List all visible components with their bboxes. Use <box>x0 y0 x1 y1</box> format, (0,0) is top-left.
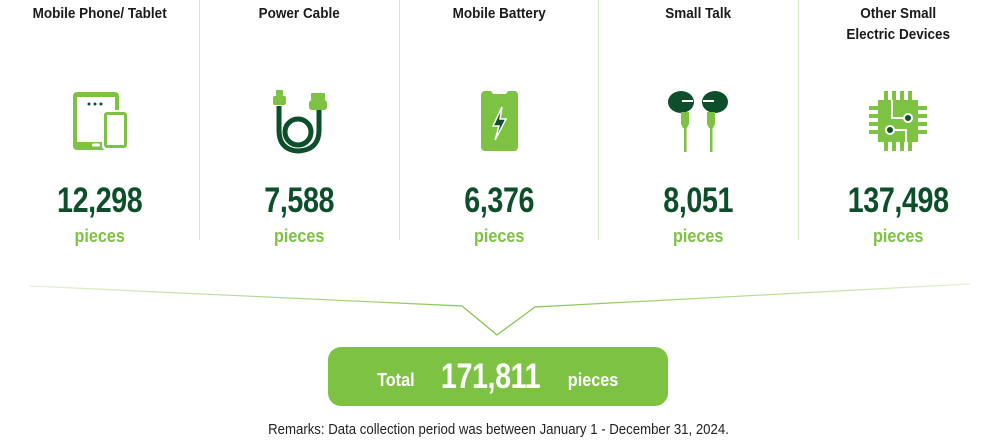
category-unit: pieces <box>872 226 923 246</box>
category-unit: pieces <box>673 226 724 246</box>
chip-icon <box>868 91 927 151</box>
category-unit: pieces <box>473 226 525 246</box>
category-unit: pieces <box>74 226 125 246</box>
category-power-cable: Power Cable 7,588 pieces <box>199 0 398 246</box>
mobile-battery-icon <box>480 91 518 151</box>
category-title: Power Cable <box>259 5 341 22</box>
category-value: 12,298 <box>57 181 143 220</box>
category-mobile-phone-tablet: Mobile Phone/ Tablet 12,298 pieces <box>0 0 199 246</box>
total-unit: pieces <box>568 370 619 390</box>
category-other-small-electric: Other Small Electric Devices 137,498 pie… <box>797 0 997 246</box>
category-title: Mobile Battery <box>452 5 546 22</box>
power-cable-icon <box>272 90 327 154</box>
category-columns: Mobile Phone/ Tablet 12,298 pieces Power… <box>0 0 997 246</box>
category-value: 7,588 <box>264 181 335 220</box>
remarks: Remarks: Data collection period was betw… <box>268 421 729 438</box>
category-value: 8,051 <box>663 181 734 220</box>
total-box: Total 171,811 pieces <box>328 347 668 406</box>
tablet-phone-icon <box>72 92 129 150</box>
category-mobile-battery: Mobile Battery 6,376 pieces <box>398 0 598 246</box>
category-value: 137,498 <box>847 181 949 220</box>
total-value: 171,811 <box>441 356 541 396</box>
category-value: 6,376 <box>464 181 534 220</box>
category-title: Mobile Phone/ Tablet <box>32 5 167 22</box>
category-title: Small Talk <box>665 5 732 22</box>
category-unit: pieces <box>274 226 325 246</box>
chevron-connector <box>29 283 971 336</box>
category-small-talk: Small Talk 8,051 pieces <box>598 0 797 246</box>
earphones-icon <box>668 91 729 152</box>
category-title: Other Small Electric Devices <box>845 5 950 43</box>
total-label: Total <box>376 370 415 390</box>
